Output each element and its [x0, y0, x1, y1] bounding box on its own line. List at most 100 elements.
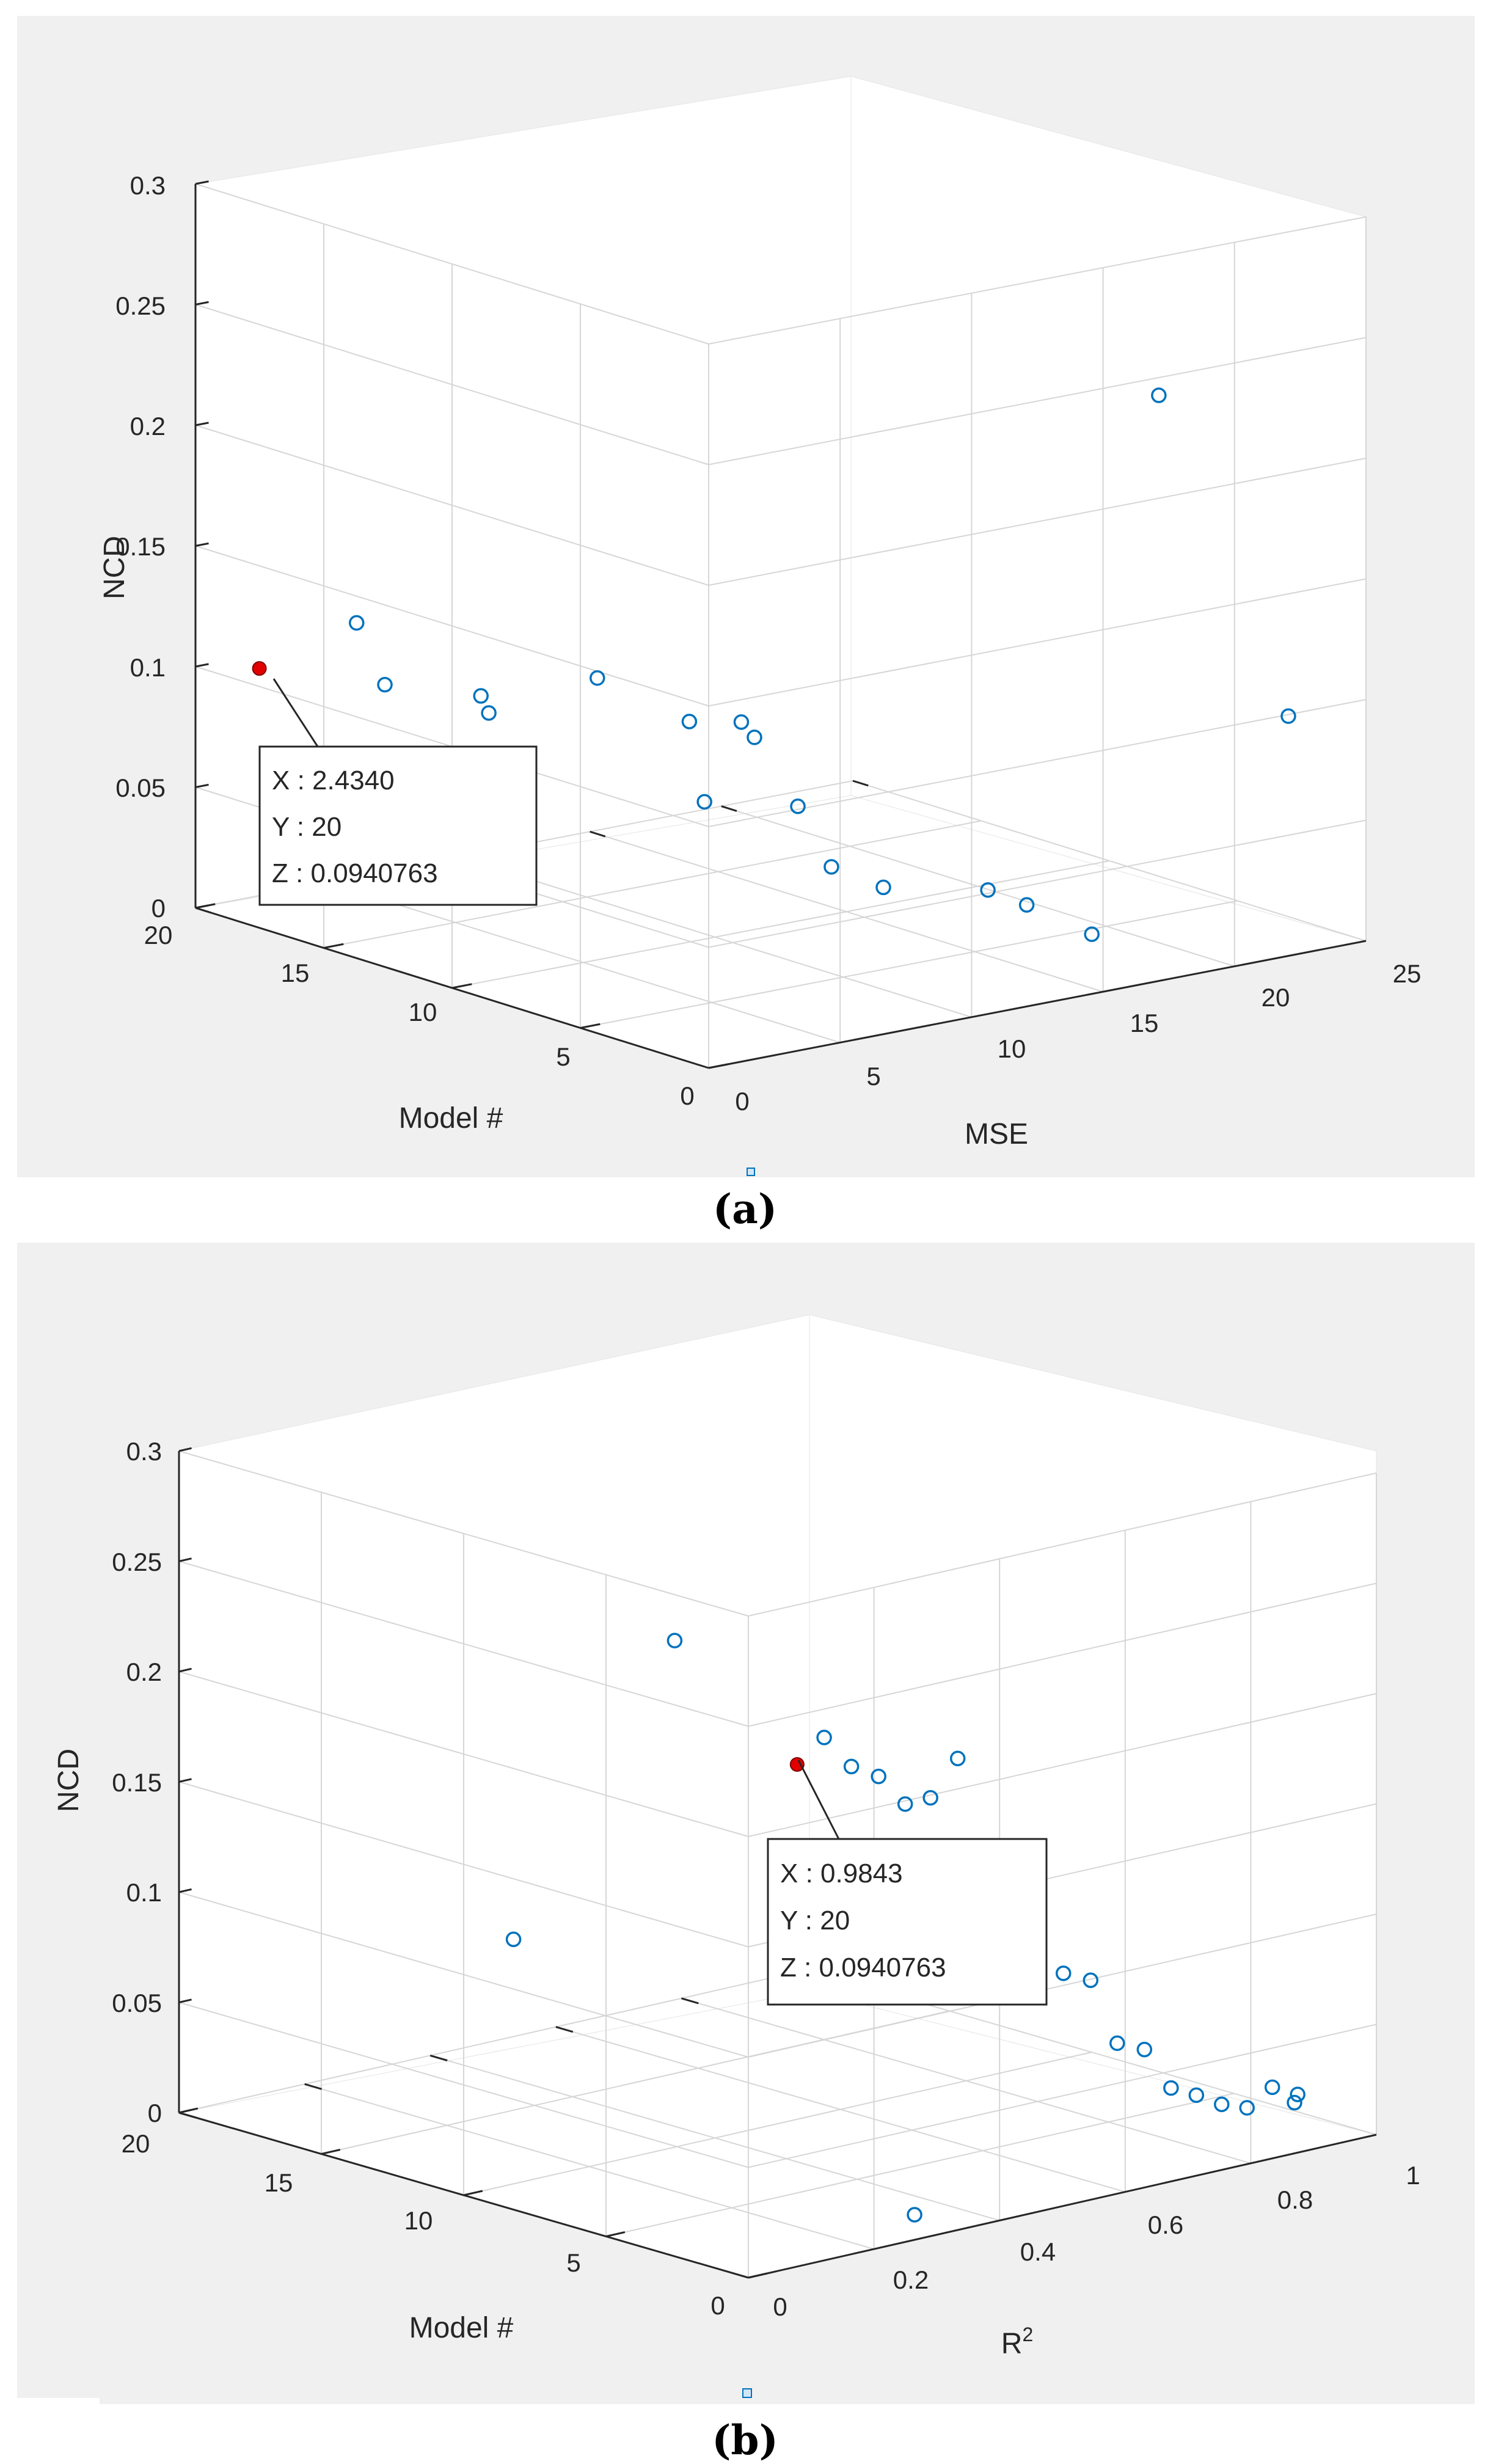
chart-b-zlabel: NCD: [53, 1749, 85, 1812]
chart-a-x-tick-mark-0: [195, 907, 211, 914]
chart-a-point-12: [875, 879, 891, 896]
figure-panel-a: 0 0.05 0.1 0.15 0.2 0.25 0.3 0 5 10 15 2…: [17, 16, 1475, 1177]
chart-a-point-10: [790, 798, 806, 814]
figure-panel-b: 0 0.05 0.1 0.15 0.2 0.25 0.3 0 5 10 15 2…: [17, 1243, 1475, 2404]
chart-b-point-4: [897, 1796, 913, 1812]
caption-b: (b): [712, 2416, 778, 2464]
chart-b-z-tick-6: 0.3: [126, 1437, 162, 1466]
chart-b-point-3: [871, 1768, 886, 1785]
chart-a-grid-y-floor-1: [323, 820, 982, 949]
chart-a-y-tick-mark-4: [708, 1063, 729, 1069]
chart-a-z-tick-6: 0.3: [130, 171, 166, 200]
chart-b-xlabel: R2: [1001, 2323, 1033, 2360]
chart-b-point-selected: [789, 1757, 805, 1772]
chart-b-grid-y-floor-1: [321, 2010, 950, 2155]
chart-b-x-tick-5: 1: [1406, 2161, 1420, 2190]
chart-a-x-tick-4: 20: [1262, 983, 1290, 1012]
chart-b-x-tick-mark-0: [178, 2111, 197, 2119]
chart-a-x-tick-1: 5: [866, 1062, 880, 1091]
chart-a-svg[interactable]: 0 0.05 0.1 0.15 0.2 0.25 0.3 0 5 10 15 2…: [17, 16, 1475, 1177]
chart-b-point-2: [843, 1758, 860, 1775]
chart-b-z-tick-0: 0: [148, 2099, 162, 2127]
chart-b-z-tick-mark-5: [178, 1557, 192, 1562]
chart-b-back-right-plane: [809, 1314, 1377, 2135]
chart-a-z-tick-mark-4: [195, 422, 209, 426]
chart-b-point-11: [1083, 1972, 1099, 1989]
chart-b-y-tick-mark-1: [321, 2149, 341, 2155]
chart-a-z-tick-0: 0: [152, 894, 166, 923]
chart-b-grid-z-right-6: [748, 1472, 1377, 1617]
chart-a-grid-z-right-2: [708, 699, 1367, 827]
chart-a-datatip[interactable]: X : 2.4340 Y : 20 Z : 0.0940763: [258, 678, 538, 906]
chart-b-x-tick-mark-4: [681, 1997, 699, 2005]
chart-b-y-tick-3: 15: [265, 2168, 293, 2197]
chart-a-point-1: [348, 615, 365, 631]
chart-a-point-16: [1151, 387, 1167, 403]
chart-a-x-tick-mark-3: [590, 830, 606, 838]
chart-b-point-19: [1290, 2086, 1306, 2102]
chart-a-point-6: [681, 714, 698, 729]
chart-a-y-tick-2: 10: [409, 998, 437, 1026]
chart-a-datatip-y: Y : 20: [272, 812, 341, 842]
chart-a-y-tick-mark-1: [323, 943, 344, 949]
chart-b-grid-y-floor-2: [463, 2052, 1092, 2196]
chart-a-x-tick-3: 15: [1130, 1009, 1159, 1037]
chart-b-corner-tab: [17, 2398, 100, 2404]
chart-b-grid: [178, 1450, 1377, 2278]
chart-b-z-tick-labels: 0 0.05 0.1 0.15 0.2 0.25 0.3: [112, 1437, 162, 2127]
chart-a-x-tick-0: 0: [735, 1087, 749, 1116]
chart-a-points: [252, 387, 1296, 942]
chart-a-grid-y-floor-2: [451, 860, 1110, 989]
chart-a-z-tick-mark-0: [195, 904, 209, 909]
chart-b-z-tick-4: 0.2: [126, 1658, 162, 1686]
chart-a-x-tick-5: 25: [1393, 959, 1422, 988]
chart-b-svg[interactable]: 0 0.05 0.1 0.15 0.2 0.25 0.3 0 5 10 15 2…: [17, 1243, 1475, 2404]
caption-a: (a): [712, 1185, 778, 1233]
chart-b-point-10: [1055, 1965, 1072, 1981]
chart-a-z-tick-mark-3: [195, 542, 209, 547]
chart-a-x-tick-labels: 0 5 10 15 20 25: [735, 959, 1421, 1116]
chart-a-y-tick-mark-3: [580, 1023, 601, 1029]
chart-a-y-tick-1: 5: [556, 1042, 570, 1071]
chart-a-z-tick-mark-6: [195, 180, 209, 185]
chart-b-z-tick-5: 0.25: [112, 1548, 162, 1576]
chart-b-datatip-y: Y : 20: [780, 1906, 850, 1936]
chart-b-resize-handle[interactable]: [742, 2388, 752, 2398]
chart-a-z-tick-3: 0.15: [115, 532, 166, 561]
chart-a-grid-y-floor-3: [580, 900, 1238, 1029]
chart-b-datatip[interactable]: X : 0.9843 Y : 20 Z : 0.0940763: [767, 1760, 1048, 2006]
chart-a-grid-z-right-6: [708, 216, 1367, 345]
chart-a-back-right-plane: [850, 76, 1367, 941]
chart-a-grid-z-right-1: [708, 819, 1367, 948]
chart-b-xlabel-base: R: [1001, 2328, 1023, 2360]
chart-a-z-tick-1: 0.05: [115, 773, 166, 802]
chart-b-point-6: [949, 1750, 966, 1766]
chart-b-point-5: [922, 1790, 938, 1806]
chart-a-point-14: [1018, 897, 1035, 913]
chart-b-point-18: [1264, 2079, 1280, 2096]
chart-b-xlabel-superscript: 2: [1022, 2323, 1033, 2345]
chart-b-x-tick-mark-1: [304, 2083, 322, 2090]
chart-b-grid-y-floor-0: [178, 1969, 808, 2113]
chart-b-point-22: [666, 1632, 683, 1649]
chart-a-point-8: [747, 729, 762, 745]
chart-b-z-tick-mark-4: [178, 1667, 192, 1673]
chart-a-point-2: [377, 676, 393, 693]
chart-b-z-tick-mark-1: [178, 1998, 192, 2003]
chart-a-grid-z-right-4: [708, 458, 1367, 586]
chart-b-datatip-leader: [797, 1760, 840, 1840]
chart-b-datatip-box: [767, 1838, 1048, 2006]
chart-b-y-tick-4: 20: [122, 2129, 150, 2158]
chart-a-resize-handle[interactable]: [747, 1168, 755, 1176]
chart-b-y-tick-mark-3: [605, 2231, 626, 2237]
chart-a-zlabel: NCD: [98, 536, 131, 599]
chart-b-z-tick-mark-3: [178, 1778, 192, 1783]
chart-b-z-tick-3: 0.15: [112, 1768, 162, 1797]
chart-a-z-tick-labels: 0 0.05 0.1 0.15 0.2 0.25 0.3: [115, 171, 166, 923]
chart-a-z-tick-5: 0.25: [115, 291, 166, 320]
chart-a-point-15: [1084, 926, 1100, 942]
chart-b-y-tick-1: 5: [566, 2248, 580, 2277]
chart-a-datatip-x: X : 2.4340: [272, 766, 395, 795]
chart-a-xlabel: MSE: [965, 1118, 1028, 1150]
chart-a-z-tick-4: 0.2: [130, 412, 166, 441]
